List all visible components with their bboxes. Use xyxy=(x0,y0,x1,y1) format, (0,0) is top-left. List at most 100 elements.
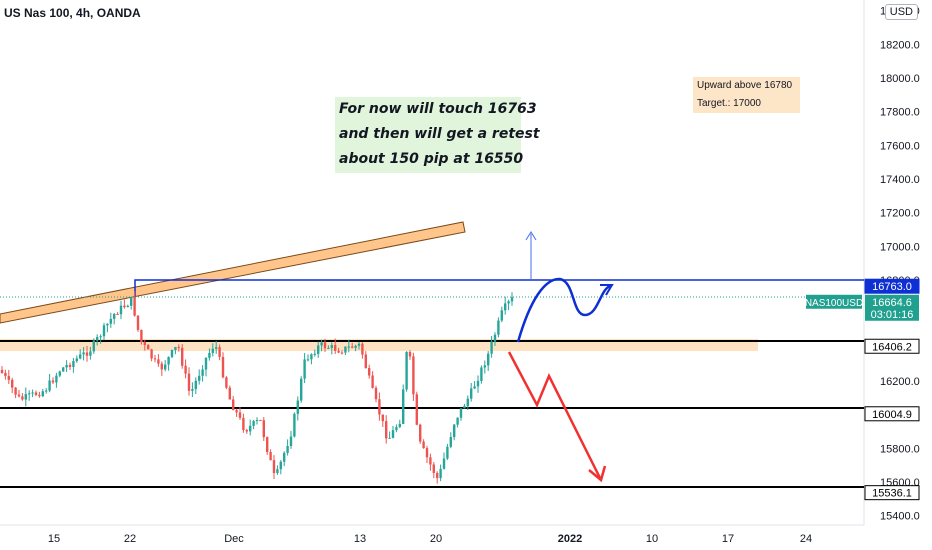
candle-body xyxy=(79,354,82,359)
candle-body xyxy=(340,352,344,354)
green-annotation: For now will touch 16763 and then will g… xyxy=(335,97,540,173)
candle-body xyxy=(140,329,143,343)
candle-body xyxy=(238,412,242,418)
candle-body xyxy=(361,343,364,355)
y-tick-label: 17600.0 xyxy=(880,140,920,152)
green-annotation-line-2: and then will get a retest xyxy=(339,126,540,142)
candle-body xyxy=(75,358,78,362)
candle-body xyxy=(181,347,184,366)
candle-body xyxy=(439,468,442,479)
candle-body xyxy=(303,359,306,379)
currency-badge[interactable]: USD xyxy=(884,4,918,20)
orange-annotation-line-2: Target.: 17000 xyxy=(697,98,761,109)
candle-body xyxy=(317,345,320,354)
x-tick-label: 22 xyxy=(124,533,136,545)
candle-body xyxy=(490,341,493,354)
candle-body xyxy=(123,305,126,308)
candle-body xyxy=(337,350,340,353)
candle-body xyxy=(497,320,500,335)
candle-body xyxy=(266,437,269,453)
candle-body xyxy=(480,367,483,381)
candle-body xyxy=(177,347,180,349)
candle-body xyxy=(249,425,252,432)
candle-body xyxy=(204,357,208,370)
candle-body xyxy=(259,420,262,422)
trend-channel xyxy=(0,221,466,324)
candle-body xyxy=(286,446,289,453)
candle-body xyxy=(167,356,170,365)
candle-body xyxy=(374,387,378,400)
candle-body xyxy=(371,375,374,388)
bullish-projection-path xyxy=(516,277,611,343)
candle-body xyxy=(153,358,157,360)
candle-body xyxy=(354,345,357,348)
candle-body xyxy=(463,406,466,409)
candle-body xyxy=(221,356,225,378)
candle-body xyxy=(11,379,14,388)
x-tick-label: 10 xyxy=(646,533,658,545)
candle-body xyxy=(432,464,435,473)
resistance-line-16763 xyxy=(134,279,864,297)
candle-body xyxy=(82,352,85,355)
x-tick-label: 2022 xyxy=(558,533,582,545)
candle-body xyxy=(483,365,486,368)
candle-body xyxy=(174,347,177,350)
candle-body xyxy=(459,408,463,418)
candle-body xyxy=(96,337,99,341)
candle-body xyxy=(500,310,503,321)
candle-body xyxy=(252,420,255,426)
bearish-projection-path xyxy=(507,351,602,479)
price-tag xyxy=(864,278,920,294)
candle-body xyxy=(106,323,109,326)
candle-body xyxy=(493,334,497,342)
price-tag xyxy=(864,338,920,354)
bullish-arrowhead xyxy=(600,284,614,296)
candle-body xyxy=(89,351,92,356)
candle-body xyxy=(126,305,129,308)
candle-body xyxy=(65,364,68,368)
candle-body xyxy=(62,367,65,372)
candle-body xyxy=(306,359,310,361)
candle-body xyxy=(45,390,48,392)
price-tag-label: 16406.2 xyxy=(872,341,912,353)
candle-body xyxy=(300,378,303,401)
bearish-arrowhead xyxy=(588,465,607,483)
candle-body xyxy=(68,364,72,367)
candle-body xyxy=(21,396,24,400)
candle-body xyxy=(381,414,384,422)
candle-body xyxy=(398,423,401,428)
price-tag-label: 15536.1 xyxy=(872,488,912,500)
candle-body xyxy=(130,297,133,306)
candle-body xyxy=(28,393,31,395)
candle-body xyxy=(85,352,89,356)
candle-body xyxy=(211,348,214,353)
price-tag xyxy=(864,406,920,422)
candle-body xyxy=(415,394,418,425)
candle-body xyxy=(391,430,395,438)
candle-body xyxy=(473,386,476,389)
y-tick-label: 18000.0 xyxy=(880,73,920,85)
candle-body xyxy=(99,336,102,338)
candle-body xyxy=(133,297,136,316)
candle-body xyxy=(412,356,415,395)
candle-body xyxy=(364,354,367,369)
candle-body xyxy=(255,420,259,422)
current-price-tag xyxy=(865,294,919,321)
candle-body xyxy=(102,325,106,337)
current-price-value: 16664.6 xyxy=(872,297,912,309)
symbol-title: US Nas 100, 4h, OANDA xyxy=(4,6,141,20)
y-tick-label: 17000.0 xyxy=(880,241,920,253)
candle-body xyxy=(293,413,296,437)
candle-body xyxy=(442,458,446,469)
candle-body xyxy=(235,410,238,413)
candle-body xyxy=(58,371,61,376)
candle-body xyxy=(310,354,313,360)
candle-body xyxy=(41,391,44,397)
candle-body xyxy=(507,301,510,304)
candle-body xyxy=(487,353,490,366)
candle-body xyxy=(208,352,211,358)
candle-body xyxy=(150,349,153,359)
candle-body xyxy=(422,441,425,449)
candle-body xyxy=(419,424,422,442)
